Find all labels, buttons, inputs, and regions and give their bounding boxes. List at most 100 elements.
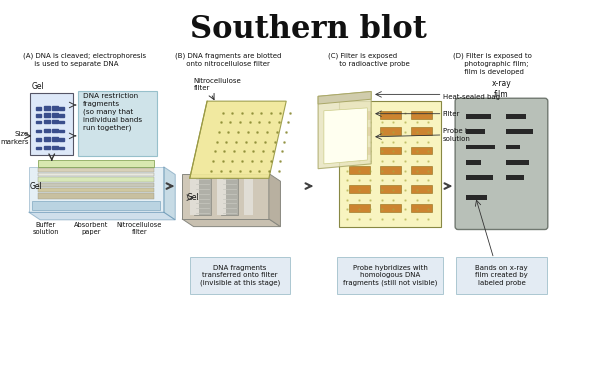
Bar [44, 106, 50, 110]
Bar [466, 195, 487, 200]
Bar [52, 120, 57, 123]
Text: Southern blot: Southern blot [190, 14, 427, 45]
Bar [506, 160, 530, 165]
Text: Absorbent
paper: Absorbent paper [74, 222, 109, 235]
Polygon shape [164, 167, 176, 220]
Bar [506, 176, 524, 180]
Text: Nitrocellulose
filter: Nitrocellulose filter [193, 78, 241, 91]
Bar [349, 111, 370, 118]
Bar [349, 127, 370, 135]
Bar [193, 178, 211, 215]
Bar [38, 168, 154, 171]
Bar [60, 121, 64, 123]
Text: Probe hybridizes with
homologous DNA
fragments (still not visible): Probe hybridizes with homologous DNA fra… [343, 265, 437, 286]
Bar [380, 147, 401, 154]
Bar [52, 129, 57, 132]
Text: Bands on x-ray
film created by
labeled probe: Bands on x-ray film created by labeled p… [475, 265, 528, 286]
Text: (C) Filter is exposed
     to radioactive probe: (C) Filter is exposed to radioactive pro… [328, 53, 410, 67]
Bar [380, 185, 401, 193]
Bar [52, 146, 57, 149]
Bar [466, 176, 493, 180]
Text: Filter: Filter [442, 111, 460, 117]
Bar [339, 101, 441, 227]
Bar [380, 127, 401, 135]
Text: x-ray
film: x-ray film [491, 79, 512, 99]
Bar [44, 146, 50, 149]
Bar [506, 114, 525, 118]
Bar [36, 108, 41, 110]
Bar [349, 205, 370, 212]
Bar [466, 129, 485, 134]
Bar [380, 205, 401, 212]
Text: Gel: Gel [32, 82, 44, 91]
Bar [466, 144, 495, 149]
Bar [60, 138, 64, 141]
Bar [506, 144, 520, 149]
Bar [380, 166, 401, 173]
Text: Size
markers: Size markers [0, 131, 29, 144]
Bar [52, 137, 57, 141]
Text: DNA fragments
transferred onto filter
(invisible at this stage): DNA fragments transferred onto filter (i… [200, 265, 280, 286]
Text: Buffer
solution: Buffer solution [33, 222, 59, 235]
Bar [30, 93, 73, 155]
Bar [411, 147, 432, 154]
Bar [349, 147, 370, 154]
Bar [36, 138, 41, 141]
Bar [60, 108, 64, 110]
Bar [38, 188, 154, 192]
Polygon shape [182, 219, 281, 227]
Polygon shape [182, 173, 269, 219]
Polygon shape [318, 91, 371, 104]
Bar [60, 130, 64, 132]
Text: (B) DNA fragments are blotted
     onto nitrocellulose filter: (B) DNA fragments are blotted onto nitro… [176, 53, 282, 67]
Bar [190, 178, 199, 215]
Bar [466, 160, 481, 165]
Bar [36, 147, 41, 149]
FancyBboxPatch shape [78, 91, 157, 156]
Bar [36, 130, 41, 132]
Bar [38, 183, 154, 187]
Bar [411, 111, 432, 118]
Bar [221, 178, 238, 215]
Bar [349, 185, 370, 193]
Bar [32, 200, 160, 210]
Bar [44, 137, 50, 141]
Text: Nitrocellulose
filter: Nitrocellulose filter [117, 222, 162, 235]
Bar [60, 114, 64, 117]
FancyBboxPatch shape [455, 98, 548, 229]
Text: (D) Filter is exposed to
     photographic film;
     film is developed: (D) Filter is exposed to photographic fi… [453, 53, 532, 75]
Text: Gel: Gel [29, 182, 42, 191]
Bar [60, 147, 64, 149]
FancyBboxPatch shape [190, 256, 290, 294]
Bar [217, 178, 226, 215]
Bar [411, 205, 432, 212]
Polygon shape [190, 101, 286, 178]
Bar [506, 129, 533, 134]
Bar [44, 113, 50, 117]
Text: Gel: Gel [187, 193, 199, 202]
Text: Probe in
solution: Probe in solution [442, 128, 471, 142]
Polygon shape [269, 173, 281, 227]
Bar [44, 129, 50, 132]
Bar [411, 166, 432, 173]
Text: (A) DNA is cleaved; electrophoresis
     is used to separate DNA: (A) DNA is cleaved; electrophoresis is u… [23, 53, 146, 67]
Bar [52, 113, 57, 117]
Bar [244, 178, 254, 215]
Bar [52, 106, 57, 110]
Bar [36, 114, 41, 117]
Polygon shape [324, 108, 367, 164]
Polygon shape [29, 212, 176, 220]
Bar [44, 120, 50, 123]
Bar [38, 160, 154, 167]
Text: Heat-sealed bag: Heat-sealed bag [442, 94, 500, 100]
Bar [38, 193, 154, 199]
Bar [411, 127, 432, 135]
Polygon shape [318, 91, 371, 169]
Bar [38, 177, 154, 182]
Polygon shape [29, 167, 164, 212]
Bar [380, 111, 401, 118]
Bar [349, 166, 370, 173]
Text: DNA restriction
fragments
(so many that
individual bands
run together): DNA restriction fragments (so many that … [82, 93, 141, 132]
FancyBboxPatch shape [456, 256, 547, 294]
Bar [36, 121, 41, 123]
